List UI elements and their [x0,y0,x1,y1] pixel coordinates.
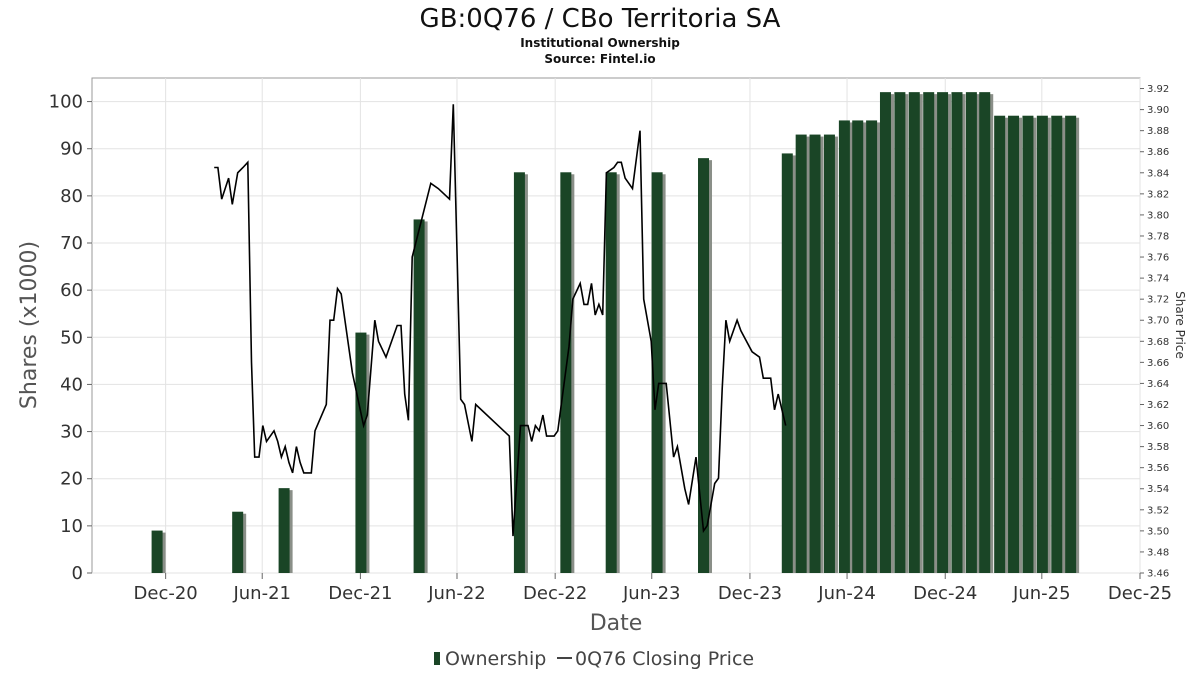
ownership-bar [781,153,793,573]
x-tick-label: Dec-21 [328,583,392,604]
ownership-bar [232,511,244,573]
ownership-bar [1036,115,1048,573]
ownership-bar [795,134,807,574]
x-axis-label: Date [590,611,643,636]
y-axis-right-label: Share Price [1173,291,1187,359]
ownership-bar [823,134,835,574]
ownership-bar [413,219,425,573]
ownership-bar [1065,115,1077,573]
y-tick-label: 10 [60,516,83,537]
y-right-tick-label: 3.58 [1147,442,1169,453]
ownership-bar [698,158,710,573]
y-tick-label: 50 [60,327,83,348]
ownership-bar [951,92,963,574]
ownership-bar [979,92,991,574]
y-right-tick-label: 3.70 [1147,316,1169,327]
y-right-tick-label: 3.48 [1147,547,1169,558]
y-right-tick-label: 3.76 [1147,253,1169,264]
x-tick-label: Dec-25 [1108,583,1172,604]
y-right-tick-label: 3.52 [1147,505,1169,516]
x-tick-label: Jun-21 [232,583,291,604]
ownership-bar [1051,115,1063,573]
y-right-tick-label: 3.74 [1147,274,1169,285]
legend-ownership-label: Ownership [445,648,546,670]
x-tick-label: Dec-22 [523,583,587,604]
ownership-bar [965,92,977,574]
y-right-tick-label: 3.50 [1147,526,1169,537]
ownership-bar [879,92,891,574]
x-tick-label: Jun-23 [622,583,681,604]
ownership-bar [809,134,821,574]
ownership-bar [908,92,920,574]
price-line [214,104,787,537]
y-right-tick-label: 3.72 [1147,295,1169,306]
y-tick-label: 20 [60,469,83,490]
y-tick-label: 70 [60,233,83,254]
y-right-tick-label: 3.82 [1147,189,1169,200]
y-right-tick-label: 3.60 [1147,421,1169,432]
ownership-bar [1008,115,1020,573]
x-tick-label: Dec-20 [134,583,198,604]
ownership-bar [852,120,864,573]
y-tick-label: 30 [60,422,83,443]
y-axis-label: Shares (x1000) [17,241,42,409]
y-right-tick-label: 3.84 [1147,168,1169,179]
x-tick-label: Jun-25 [1012,583,1071,604]
ownership-bar [1022,115,1034,573]
chart-source: Source: Fintel.io [544,52,655,66]
y-tick-label: 60 [60,280,83,301]
ownership-bar [278,488,290,573]
ownership-bar [866,120,878,573]
legend-price-label: 0Q76 Closing Price [575,648,754,670]
ownership-bar [994,115,1006,573]
y-tick-label: 40 [60,374,83,395]
ownership-bar [937,92,949,574]
y-right-tick-label: 3.66 [1147,358,1169,369]
y-right-tick-label: 3.68 [1147,337,1169,348]
legend-ownership-swatch [434,652,440,665]
y-right-tick-label: 3.62 [1147,400,1169,411]
axes: 0 10 20 30 40 50 60 70 80 90 100 3.46 3.48 3.50 3.52 3.… [49,84,1172,604]
ownership-bar [355,332,367,573]
x-tick-label: Dec-24 [913,583,977,604]
y-right-tick-label: 3.80 [1147,210,1169,221]
x-tick-label: Dec-23 [718,583,782,604]
ownership-bar [838,120,850,573]
ownership-bar [151,530,163,573]
ownership-bar [923,92,935,574]
x-tick-label: Jun-24 [817,583,876,604]
x-tick-label: Jun-22 [427,583,486,604]
ownership-bar [605,172,617,574]
y-right-tick-label: 3.90 [1147,105,1169,116]
y-right-tick-label: 3.46 [1147,569,1169,580]
legend: Ownership 0Q76 Closing Price [434,648,754,670]
ownership-bar [651,172,663,574]
y-right-tick-label: 3.54 [1147,484,1169,495]
y-tick-label: 100 [49,92,83,113]
y-right-tick-label: 3.88 [1147,126,1169,137]
ownership-bars [151,92,1080,574]
y-right-tick-label: 3.64 [1147,379,1169,390]
y-right-tick-label: 3.78 [1147,231,1169,242]
chart-title: GB:0Q76 / CBo Territoria SA [420,4,781,34]
y-right-tick-label: 3.56 [1147,463,1169,474]
ownership-bar [513,172,525,574]
y-tick-label: 0 [72,563,83,584]
ownership-bar [894,92,906,574]
y-tick-label: 90 [60,139,83,160]
chart-subtitle: Institutional Ownership [520,36,680,50]
y-right-tick-label: 3.86 [1147,147,1169,158]
y-tick-label: 80 [60,186,83,207]
y-right-tick-label: 3.92 [1147,84,1169,95]
